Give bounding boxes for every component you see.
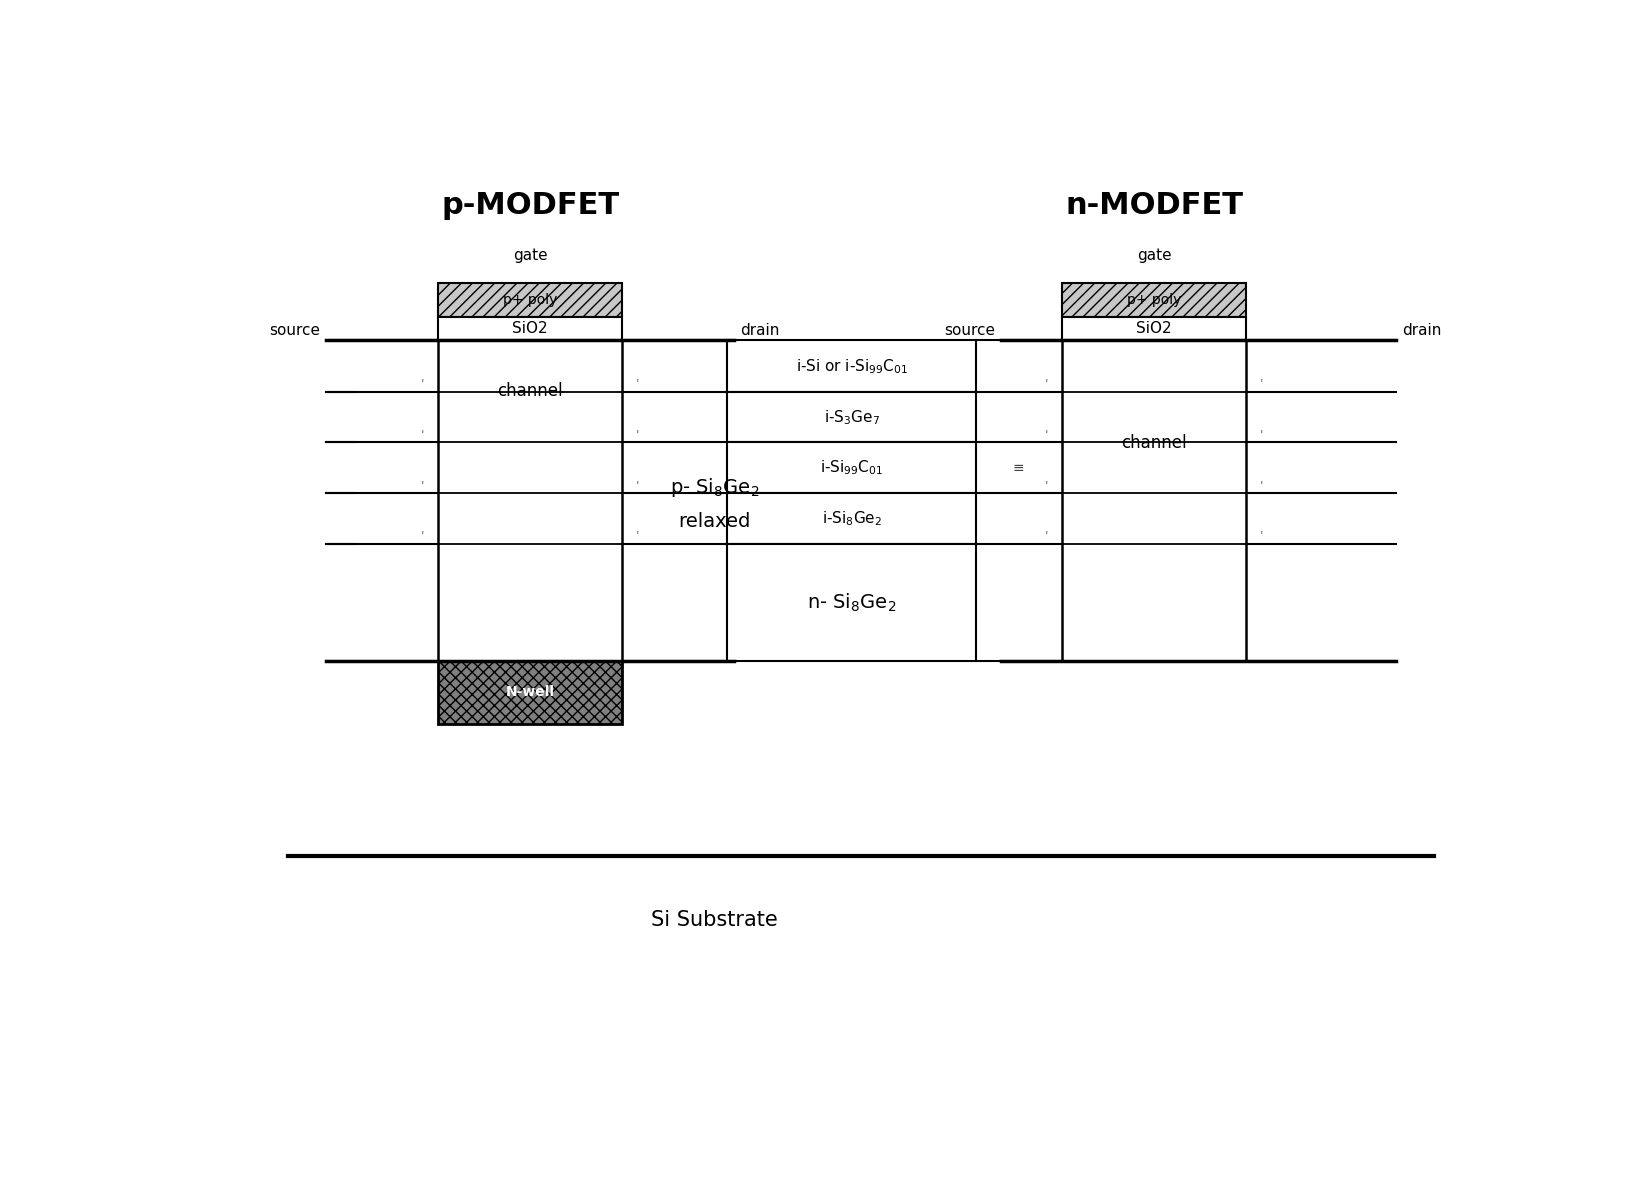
Text: Si Substrate: Si Substrate — [651, 910, 779, 930]
Text: drain: drain — [1403, 323, 1441, 338]
Text: SiO2: SiO2 — [1137, 322, 1171, 336]
Text: ': ' — [1045, 531, 1048, 544]
Text: ': ' — [1260, 531, 1263, 544]
Text: drain: drain — [739, 323, 779, 338]
Bar — [1061, 340, 1247, 661]
Text: ': ' — [421, 531, 424, 544]
Text: ': ' — [1045, 429, 1048, 442]
Bar — [728, 392, 976, 442]
Text: source: source — [269, 323, 320, 338]
Bar — [1061, 317, 1247, 340]
Text: ': ' — [421, 429, 424, 442]
Text: p+ poly: p+ poly — [503, 293, 557, 307]
Text: n-MODFET: n-MODFET — [1065, 191, 1244, 220]
Text: ': ' — [636, 531, 639, 544]
Bar — [437, 340, 623, 661]
Text: gate: gate — [1137, 248, 1171, 264]
Text: ': ' — [1045, 480, 1048, 493]
Bar — [728, 340, 976, 392]
Text: ': ' — [1260, 429, 1263, 442]
Text: ': ' — [636, 429, 639, 442]
Text: ': ' — [421, 480, 424, 493]
Text: source: source — [943, 323, 996, 338]
Text: p- Si$_8$Ge$_2$: p- Si$_8$Ge$_2$ — [670, 476, 759, 499]
Text: relaxed: relaxed — [679, 512, 751, 531]
Text: i-Si or i-Si$_{99}$C$_{01}$: i-Si or i-Si$_{99}$C$_{01}$ — [795, 357, 907, 376]
Text: gate: gate — [513, 248, 547, 264]
Text: channel: channel — [1121, 434, 1186, 452]
Text: ': ' — [421, 378, 424, 391]
Text: ': ' — [636, 378, 639, 391]
Text: ≡: ≡ — [1012, 461, 1025, 475]
Bar — [437, 317, 623, 340]
Text: p+ poly: p+ poly — [1127, 293, 1181, 307]
Bar — [728, 442, 976, 493]
Text: i-Si$_8$Ge$_2$: i-Si$_8$Ge$_2$ — [822, 509, 882, 528]
Text: SiO2: SiO2 — [513, 322, 547, 336]
Text: i-S$_3$Ge$_7$: i-S$_3$Ge$_7$ — [823, 408, 879, 427]
Bar — [437, 661, 623, 725]
Text: i-Si$_{99}$C$_{01}$: i-Si$_{99}$C$_{01}$ — [820, 459, 884, 478]
Bar — [728, 544, 976, 661]
Text: N-well: N-well — [506, 686, 555, 700]
Text: ': ' — [1260, 378, 1263, 391]
Bar — [1061, 282, 1247, 317]
Text: ': ' — [1045, 378, 1048, 391]
Text: n- Si$_8$Ge$_2$: n- Si$_8$Ge$_2$ — [807, 591, 897, 613]
Bar — [728, 493, 976, 544]
Text: ': ' — [636, 480, 639, 493]
Text: channel: channel — [498, 382, 564, 401]
Text: p-MODFET: p-MODFET — [440, 191, 619, 220]
Text: ': ' — [1260, 480, 1263, 493]
Bar — [437, 282, 623, 317]
